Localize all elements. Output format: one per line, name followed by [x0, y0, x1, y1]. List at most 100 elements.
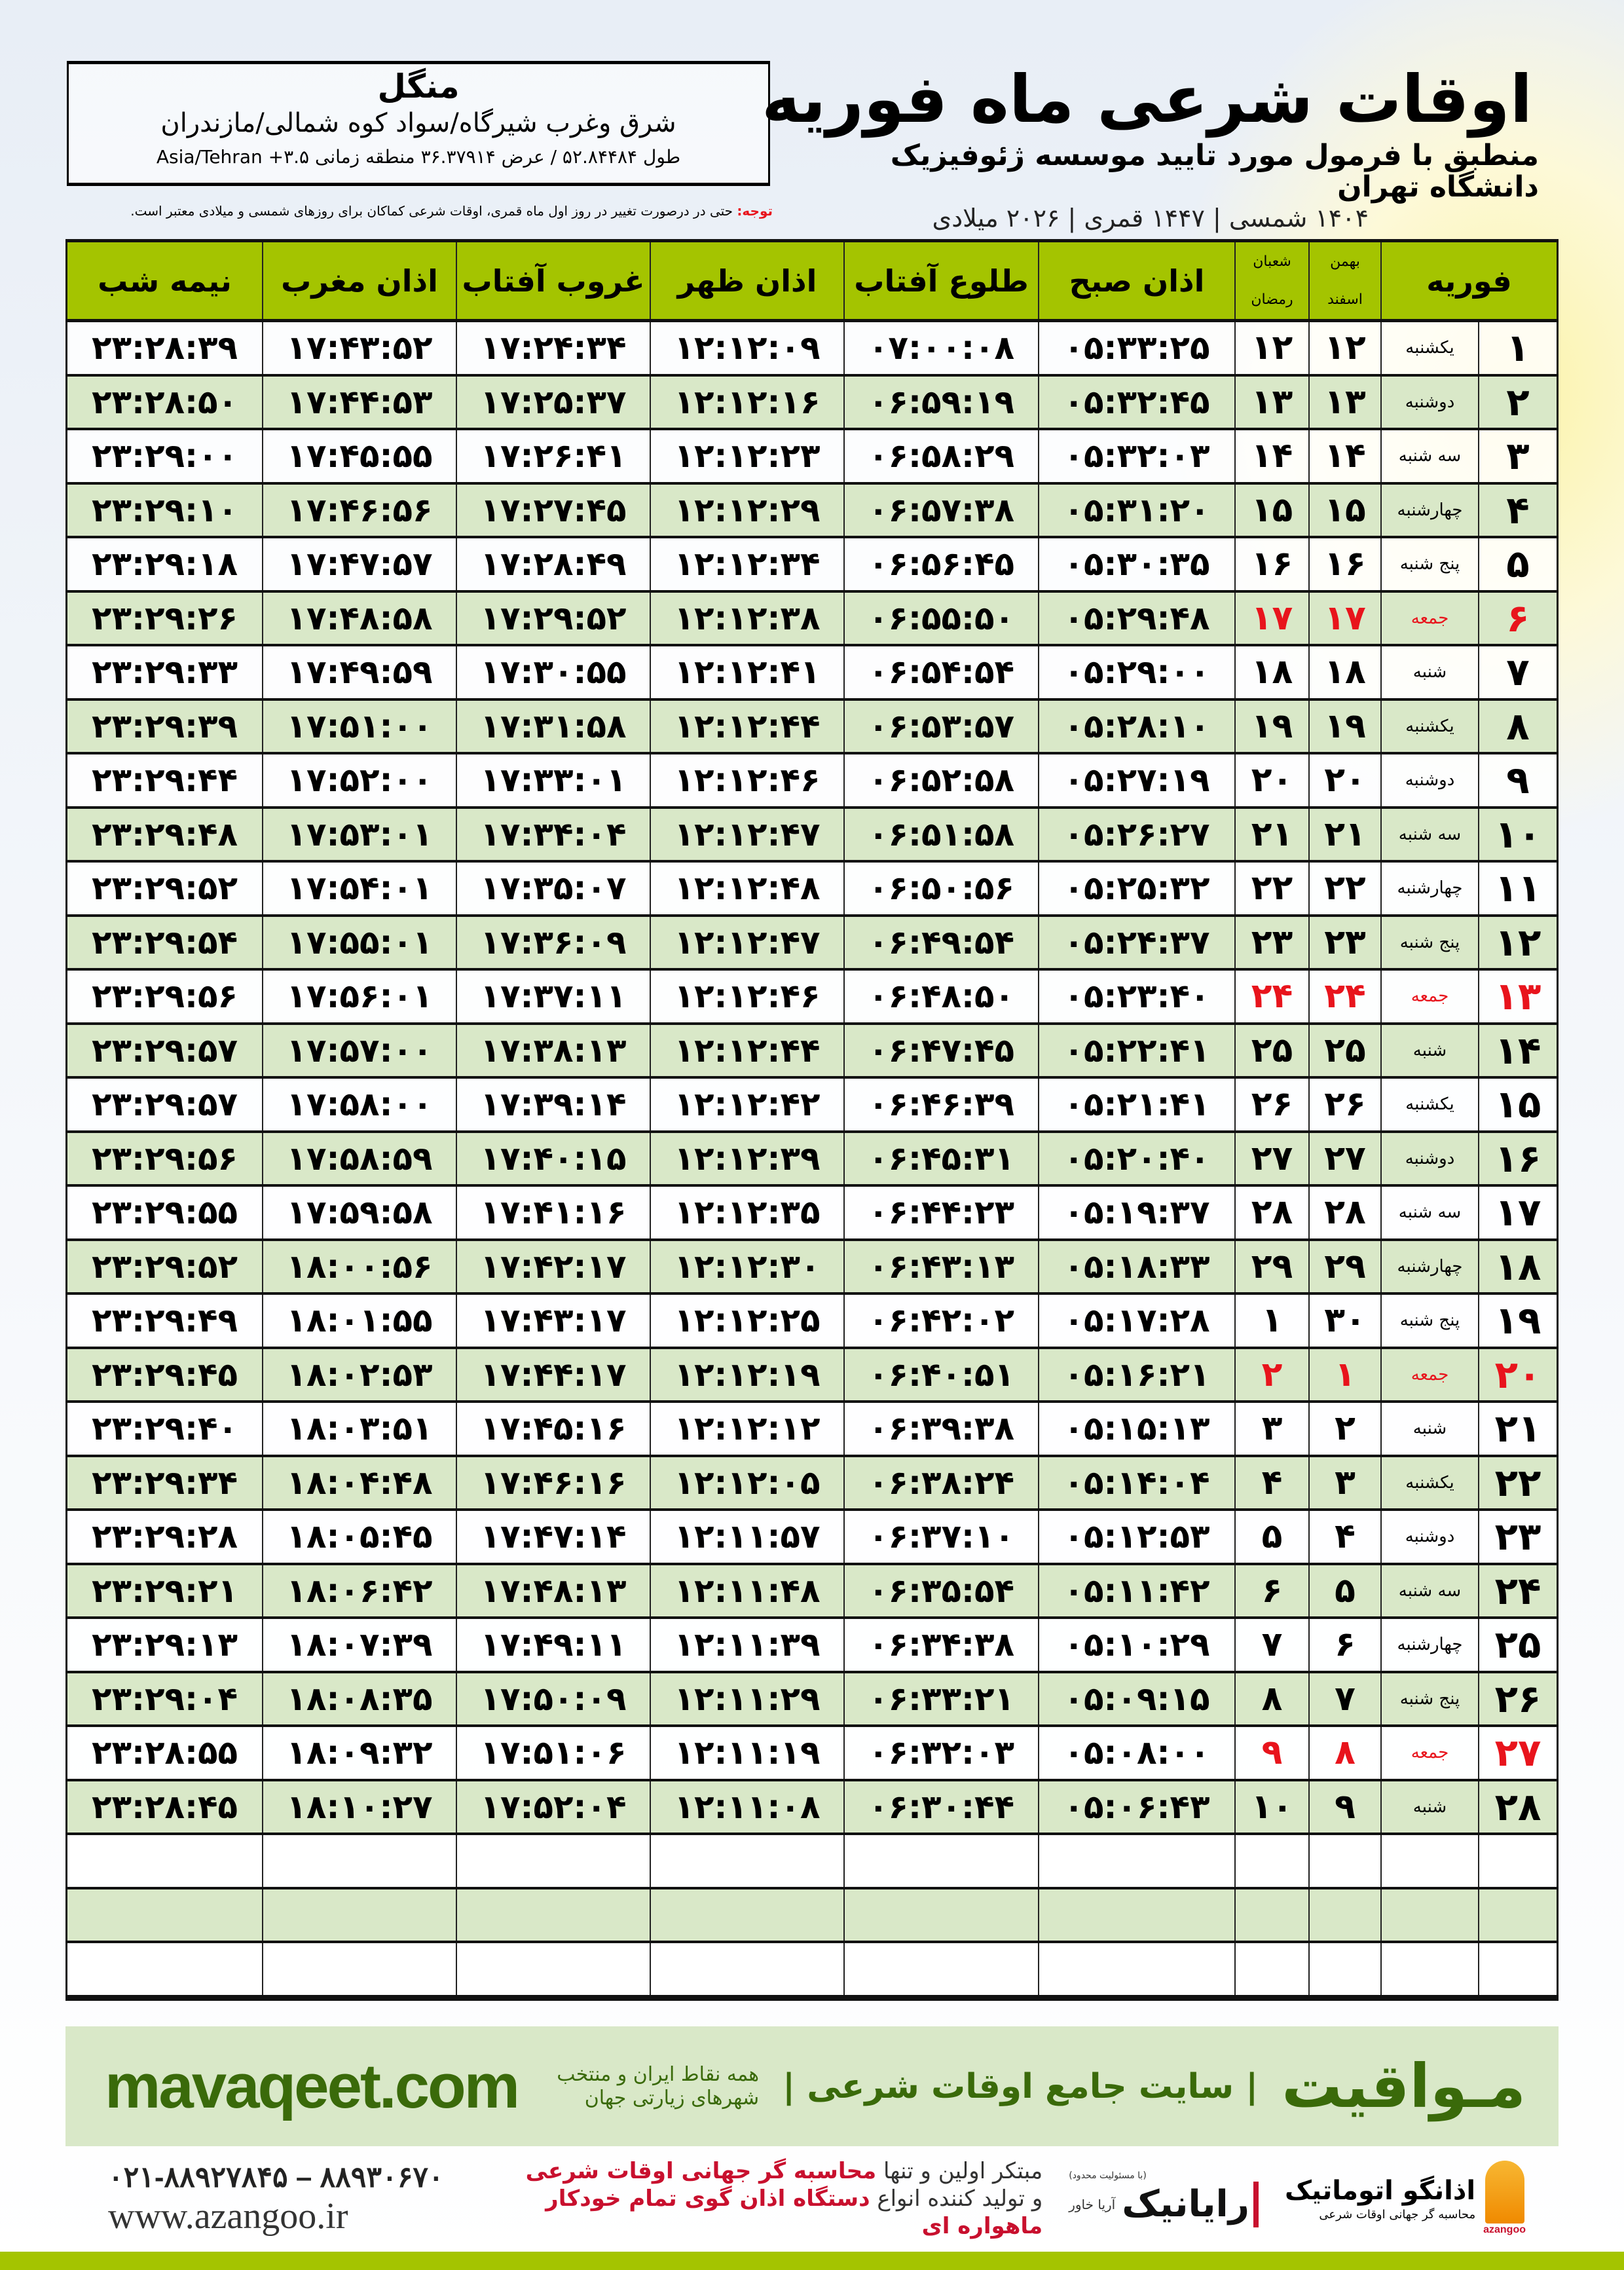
maghrib-cell: ۱۸:۰۴:۴۸ [262, 1457, 456, 1508]
weekday-cell: شنبه [1380, 1781, 1478, 1833]
maghrib-cell: ۱۷:۵۲:۰۰ [262, 754, 456, 806]
solar-date-cell: ۷ [1308, 1673, 1380, 1724]
sunset-cell: ۱۷:۳۱:۵۸ [456, 700, 650, 752]
solar-date-cell: ۱۵ [1308, 484, 1380, 536]
promo-line-1: مبتکر اولین و تنها محاسبه گر جهانی اوقات… [470, 2157, 1043, 2185]
midnight-cell: ۲۳:۲۹:۵۲ [91, 1247, 238, 1286]
weekday-cell: دوشنبه [1380, 1511, 1478, 1563]
fajr-cell: ۰۵:۲۵:۳۲ [1038, 863, 1234, 914]
sunrise-cell: ۰۶:۴۴:۲۳ [843, 1187, 1038, 1238]
lunar-date-cell: ۲ [1234, 1349, 1308, 1400]
midnight-cell: ۲۳:۲۹:۵۶ [91, 977, 238, 1016]
weekday-cell: جمعه [1380, 1727, 1478, 1779]
day-number-cell: ۲۵ [1478, 1619, 1557, 1671]
table-row: ۲۳:۲۹:۴۴ ۱۷:۵۲:۰۰ ۱۷:۳۳:۰۱ ۱۲:۱۲:۴۶ ۰۶:۵۲:۵۸… [67, 754, 1557, 809]
mavaqeet-website[interactable]: mavaqeet.com [105, 2051, 520, 2121]
weekday-cell: سه شنبه [1380, 1187, 1478, 1238]
maghrib-cell: ۱۷:۴۹:۵۹ [262, 646, 456, 698]
sunrise-cell: ۰۶:۵۲:۵۸ [843, 754, 1038, 806]
fajr-cell: ۰۵:۳۲:۰۳ [1038, 430, 1234, 482]
lunar-date-cell: ۲۷ [1234, 1132, 1308, 1184]
solar-date-cell: ۲۴ [1308, 971, 1380, 1022]
table-row: ۲۳:۲۹:۵۲ ۱۷:۵۴:۰۱ ۱۷:۳۵:۰۷ ۱۲:۱۲:۴۸ ۰۶:۵۰:۵۶… [67, 863, 1557, 917]
day-number-cell: ۹ [1478, 754, 1557, 806]
page-title: اوقات شرعی ماه فوریه [762, 61, 1532, 138]
table-row [67, 1889, 1557, 1943]
solar-date-cell: ۲۲ [1308, 863, 1380, 914]
solar-date-cell: ۴ [1308, 1511, 1380, 1563]
sunset-cell: ۱۷:۲۴:۳۴ [456, 322, 650, 374]
sunrise-cell [843, 1889, 1038, 1941]
day-number-cell: ۲۸ [1478, 1781, 1557, 1833]
sunrise-cell: ۰۶:۵۸:۲۹ [843, 430, 1038, 482]
solar-date-cell: ۸ [1308, 1727, 1380, 1779]
day-number-cell: ۵ [1478, 538, 1557, 590]
table-row: ۲۳:۲۹:۲۸ ۱۸:۰۵:۴۵ ۱۷:۴۷:۱۴ ۱۲:۱۱:۵۷ ۰۶:۳۷:۱۰… [67, 1511, 1557, 1565]
midnight-cell: ۲۳:۲۸:۵۵ [91, 1734, 238, 1772]
day-number-cell: ۲۰ [1478, 1349, 1557, 1400]
dhuhr-cell: ۱۲:۱۱:۲۹ [650, 1673, 843, 1724]
fajr-cell: ۰۵:۱۱:۴۲ [1038, 1565, 1234, 1616]
maghrib-cell: ۱۸:۰۱:۵۵ [262, 1295, 456, 1347]
solar-date-cell: ۱ [1308, 1349, 1380, 1400]
fajr-cell: ۰۵:۱۷:۲۸ [1038, 1295, 1234, 1347]
table-row: ۲۳:۲۹:۴۰ ۱۸:۰۳:۵۱ ۱۷:۴۵:۱۶ ۱۲:۱۲:۱۲ ۰۶:۳۹:۳۸… [67, 1403, 1557, 1457]
solar-date-cell: ۲۸ [1308, 1187, 1380, 1238]
solar-date-cell: ۲۶ [1308, 1079, 1380, 1130]
midnight-cell: ۲۳:۲۹:۱۰ [91, 491, 238, 529]
weekday-cell: یکشنبه [1380, 700, 1478, 752]
dhuhr-cell: ۱۲:۱۲:۰۵ [650, 1457, 843, 1508]
day-number-cell: ۱۵ [1478, 1079, 1557, 1130]
weekday-cell: یکشنبه [1380, 1457, 1478, 1508]
solar-date-cell: ۲۵ [1308, 1024, 1380, 1076]
table-row: ۲۳:۲۸:۵۵ ۱۸:۰۹:۳۲ ۱۷:۵۱:۰۶ ۱۲:۱۱:۱۹ ۰۶:۳۲:۰۳… [67, 1727, 1557, 1781]
lunar-date-cell: ۱۲ [1234, 322, 1308, 374]
table-row: ۲۳:۲۹:۴۹ ۱۸:۰۱:۵۵ ۱۷:۴۳:۱۷ ۱۲:۱۲:۲۵ ۰۶:۴۲:۰۲… [67, 1295, 1557, 1349]
sunset-cell [456, 1835, 650, 1887]
table-row [67, 1943, 1557, 1998]
day-number-cell: ۱ [1478, 322, 1557, 374]
solar-date-cell: ۲۳ [1308, 916, 1380, 968]
fajr-cell: ۰۵:۳۲:۴۵ [1038, 376, 1234, 428]
table-row: ۲۳:۲۹:۵۶ ۱۷:۵۶:۰۱ ۱۷:۳۷:۱۱ ۱۲:۱۲:۴۶ ۰۶:۴۸:۵۰… [67, 971, 1557, 1025]
midnight-cell [67, 1889, 262, 1941]
table-row: ۲۳:۲۹:۵۵ ۱۷:۵۹:۵۸ ۱۷:۴۱:۱۶ ۱۲:۱۲:۳۵ ۰۶:۴۴:۲۳… [67, 1187, 1557, 1241]
maghrib-cell: ۱۸:۰۰:۵۶ [262, 1240, 456, 1292]
midnight-cell [67, 1943, 262, 1995]
fajr-cell [1038, 1889, 1234, 1941]
maghrib-cell: ۱۷:۴۵:۵۵ [262, 430, 456, 482]
lunar-date-cell: ۵ [1234, 1511, 1308, 1563]
calendar-years: ۱۴۰۴ شمسی | ۱۴۴۷ قمری | ۲۰۲۶ میلادی [932, 204, 1369, 233]
midnight-cell: ۲۳:۲۸:۵۰ [91, 382, 238, 421]
city-name: منگل [377, 67, 460, 105]
solar-date-cell: ۱۷ [1308, 592, 1380, 644]
maghrib-cell: ۱۸:۰۷:۳۹ [262, 1619, 456, 1671]
azangoo-website[interactable]: www.azangoo.ir [108, 2196, 348, 2237]
weekday-cell: دوشنبه [1380, 754, 1478, 806]
day-number-cell: ۴ [1478, 484, 1557, 536]
dhuhr-cell: ۱۲:۱۲:۴۴ [650, 700, 843, 752]
sunset-cell: ۱۷:۳۳:۰۱ [456, 754, 650, 806]
azangoo-mark: azangoo [1483, 2161, 1526, 2237]
promo-text: مبتکر اولین و تنها محاسبه گر جهانی اوقات… [470, 2157, 1043, 2240]
dhuhr-cell: ۱۲:۱۲:۴۴ [650, 1024, 843, 1076]
sunset-cell: ۱۷:۳۰:۵۵ [456, 646, 650, 698]
lunar-date-cell: ۲۹ [1234, 1240, 1308, 1292]
day-number-cell [1478, 1889, 1557, 1941]
day-number-cell: ۱۹ [1478, 1295, 1557, 1347]
sunset-cell [456, 1889, 650, 1941]
weekday-cell: جمعه [1380, 592, 1478, 644]
weekday-cell: پنج شنبه [1380, 916, 1478, 968]
weekday-cell: چهارشنبه [1380, 863, 1478, 914]
midnight-cell: ۲۳:۲۸:۳۹ [91, 329, 238, 367]
fajr-cell: ۰۵:۳۳:۲۵ [1038, 322, 1234, 374]
promo-2-highlight: دستگاه اذان گوی تمام خودکار ماهواره ای [545, 2186, 1043, 2239]
maghrib-cell: ۱۸:۰۲:۵۳ [262, 1349, 456, 1400]
footer: ۰۲۱-۸۸۹۲۷۸۴۵ – ۸۸۹۳۰۶۷۰ www.azangoo.ir م… [0, 2149, 1624, 2248]
midnight-cell: ۲۳:۲۹:۳۴ [91, 1463, 238, 1502]
day-number-cell: ۱۷ [1478, 1187, 1557, 1238]
table-row: ۲۳:۲۹:۵۶ ۱۷:۵۸:۵۹ ۱۷:۴۰:۱۵ ۱۲:۱۲:۳۹ ۰۶:۴۵:۳۱… [67, 1132, 1557, 1187]
fajr-cell: ۰۵:۱۶:۲۱ [1038, 1349, 1234, 1400]
weekday-cell: چهارشنبه [1380, 1619, 1478, 1671]
contacts: ۰۲۱-۸۸۹۲۷۸۴۵ – ۸۸۹۳۰۶۷۰ www.azangoo.ir [108, 2160, 444, 2237]
